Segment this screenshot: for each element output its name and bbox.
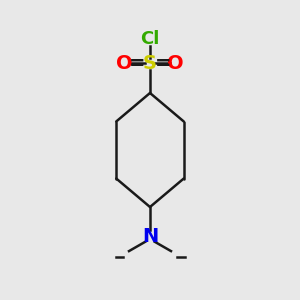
Text: S: S: [143, 53, 157, 73]
Text: O: O: [167, 53, 184, 73]
Text: O: O: [116, 53, 133, 73]
Text: Cl: Cl: [140, 30, 160, 48]
Text: N: N: [142, 227, 158, 247]
Text: =: =: [154, 53, 171, 73]
Text: =: =: [129, 53, 146, 73]
